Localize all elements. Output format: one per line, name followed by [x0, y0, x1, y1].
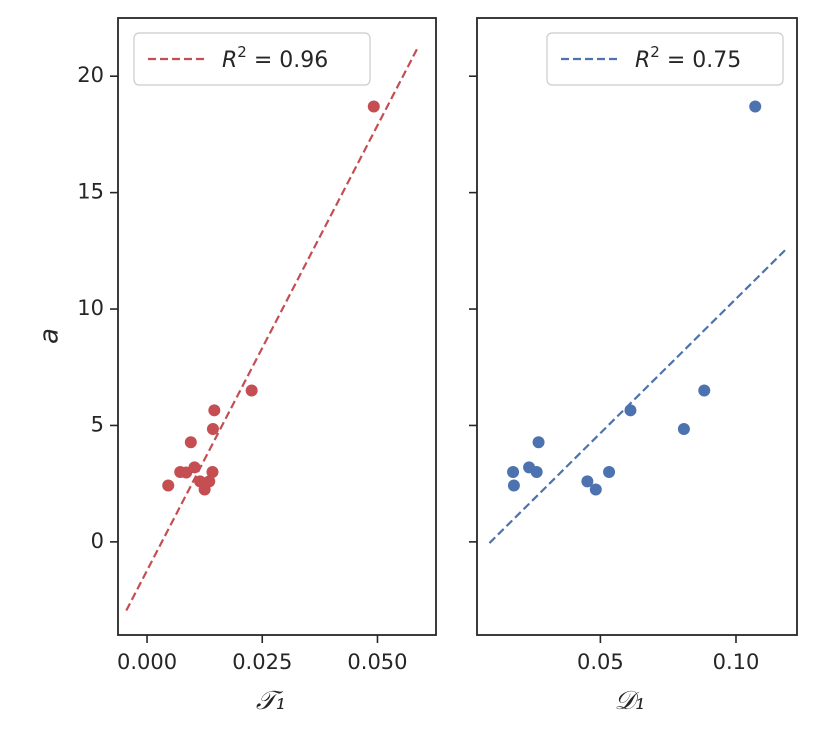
data-point: [184, 436, 197, 449]
data-point: [589, 483, 602, 496]
y-tick-label: 15: [77, 180, 104, 204]
legend-box: [546, 32, 784, 86]
y-tick-label: 5: [91, 412, 104, 436]
data-point: [367, 100, 380, 113]
legend-label: R2 = 0.96: [222, 43, 328, 73]
data-point: [203, 475, 216, 488]
axes-frame-right: [476, 17, 798, 636]
right-panel: 0.05 0.10 R2 = 0.75: [469, 17, 798, 674]
legend-label: R2 = 0.75: [635, 43, 741, 73]
fit-line-left: [125, 46, 420, 612]
data-point: [698, 384, 711, 397]
x-tick-label: 0.000: [117, 650, 177, 674]
legend-right: R2 = 0.75: [546, 32, 784, 86]
left-panel: 0 5 10 15 20 0.000 0.025 0.050 R2 = 0.96: [77, 17, 437, 674]
x-tick-label: 0.05: [577, 650, 624, 674]
data-point: [677, 422, 690, 435]
x-tick-label: 0.10: [713, 650, 760, 674]
fit-line-right: [488, 248, 787, 544]
x-axis-label-left: 𝒯₁: [256, 686, 286, 716]
data-point: [208, 404, 221, 417]
data-point: [749, 100, 762, 113]
data-point: [624, 404, 637, 417]
data-point: [530, 466, 543, 479]
x-tick-label: 0.025: [232, 650, 292, 674]
data-point: [206, 466, 219, 479]
x-axis-label-right: 𝒟₁: [614, 686, 645, 716]
data-point: [507, 466, 520, 479]
x-tick-label: 0.050: [347, 650, 407, 674]
data-point: [507, 479, 520, 492]
data-point: [603, 466, 616, 479]
y-tick-label: 0: [91, 529, 104, 553]
legend-left: R2 = 0.96: [133, 32, 371, 86]
legend-box: [133, 32, 371, 86]
y-tick-label: 20: [77, 63, 104, 87]
data-point: [188, 461, 201, 474]
data-point: [206, 422, 219, 435]
data-point: [532, 436, 545, 449]
data-point: [245, 384, 258, 397]
data-point: [581, 475, 594, 488]
y-axis-label: a: [35, 328, 65, 344]
data-point: [162, 479, 175, 492]
axes-frame-left: [117, 17, 437, 636]
y-tick-label: 10: [77, 296, 104, 320]
